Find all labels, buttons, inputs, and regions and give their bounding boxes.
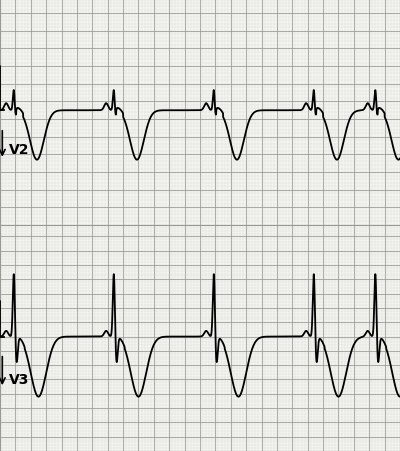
Text: V2: V2 [9,143,30,157]
Text: V3: V3 [9,373,30,387]
